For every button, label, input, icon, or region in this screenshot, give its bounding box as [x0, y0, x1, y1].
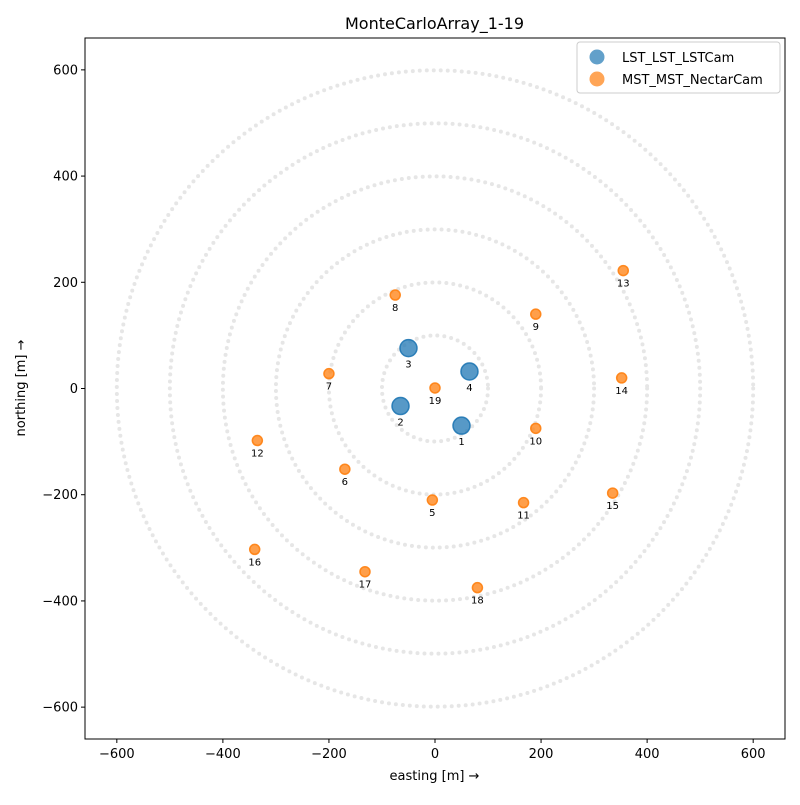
telescope-label-3: 3	[405, 360, 411, 371]
legend-label-mst: MST_MST_NectarCam	[622, 73, 763, 88]
telescope-label-14: 14	[615, 386, 628, 397]
legend-label-lst: LST_LST_LSTCam	[622, 51, 734, 66]
x-tick-label: 600	[741, 747, 766, 762]
grid-circle-r600	[114, 68, 756, 709]
x-tick-label: −200	[311, 747, 347, 762]
y-tick-label: 200	[53, 276, 78, 291]
chart-title: MonteCarloArray_1-19	[345, 14, 524, 34]
telescope-label-16: 16	[248, 557, 261, 568]
telescope-label-18: 18	[471, 596, 484, 607]
y-tick-label: −200	[42, 488, 78, 503]
telescope-marker-lst-2	[391, 396, 410, 416]
y-tick-label: −400	[42, 594, 78, 609]
legend-marker-mst	[589, 71, 605, 87]
telescope-label-5: 5	[429, 508, 435, 519]
telescope-marker-mst-19	[429, 382, 441, 394]
legend: LST_LST_LSTCam MST_MST_NectarCam	[576, 41, 781, 94]
telescope-label-2: 2	[397, 418, 403, 429]
y-tick-label: −600	[42, 701, 78, 716]
telescope-marker-mst-10	[530, 422, 542, 435]
telescope-label-10: 10	[529, 436, 542, 447]
telescope-marker-mst-14	[615, 372, 628, 384]
telescope-marker-mst-9	[530, 308, 542, 320]
telescope-marker-lst-3	[399, 338, 418, 358]
telescope-marker-mst-8	[389, 289, 401, 301]
telescope-label-1: 1	[458, 437, 464, 448]
x-tick-label: 0	[431, 747, 439, 762]
telescope-label-7: 7	[326, 382, 332, 393]
telescope-marker-mst-7	[323, 367, 335, 380]
telescope-label-8: 8	[392, 303, 398, 314]
x-tick-label: 200	[529, 747, 554, 762]
telescope-marker-mst-12	[251, 434, 264, 447]
x-tick-label: −600	[99, 747, 135, 762]
y-tick-label: 400	[53, 170, 78, 185]
grid-circle-r400	[220, 174, 650, 603]
grid-circle-r100	[379, 333, 491, 444]
grid-circle-r300	[273, 227, 597, 550]
telescope-marker-lst-1	[452, 416, 471, 435]
x-tick-label: −400	[205, 747, 241, 762]
x-tick-label: 400	[635, 747, 660, 762]
telescope-label-11: 11	[517, 511, 530, 522]
telescope-marker-mst-5	[426, 494, 439, 506]
telescope-marker-mst-18	[471, 581, 484, 594]
grid-circle-r500	[167, 121, 703, 656]
telescope-marker-mst-13	[617, 264, 630, 277]
telescope-marker-mst-17	[359, 565, 371, 578]
telescope-label-15: 15	[606, 501, 619, 512]
telescope-label-13: 13	[617, 279, 630, 290]
telescope-label-12: 12	[251, 449, 264, 460]
telescope-marker-mst-11	[517, 496, 530, 509]
legend-box	[576, 41, 781, 94]
x-axis-ticks: −600 −400 −200 0 200 400 600	[99, 739, 766, 762]
grid-circle-r200	[326, 280, 544, 497]
legend-marker-lst	[589, 49, 605, 65]
y-axis-label: northing [m] →	[14, 339, 29, 436]
telescope-label-6: 6	[342, 477, 348, 488]
telescope-marker-mst-16	[248, 543, 261, 556]
telescope-label-19: 19	[429, 396, 442, 407]
telescope-label-17: 17	[359, 580, 372, 591]
telescope-label-9: 9	[533, 322, 539, 333]
telescope-marker-mst-15	[606, 487, 619, 499]
telescope-label-4: 4	[466, 383, 472, 394]
y-tick-label: 600	[53, 63, 78, 78]
y-tick-label: 0	[70, 382, 78, 397]
telescope-marker-mst-6	[339, 463, 351, 475]
x-axis-label: easting [m] →	[390, 769, 480, 784]
y-axis-ticks: −600 −400 −200 0 200 400 600	[42, 63, 85, 716]
grid-circles	[114, 68, 756, 709]
telescope-marker-lst-4	[460, 362, 479, 381]
